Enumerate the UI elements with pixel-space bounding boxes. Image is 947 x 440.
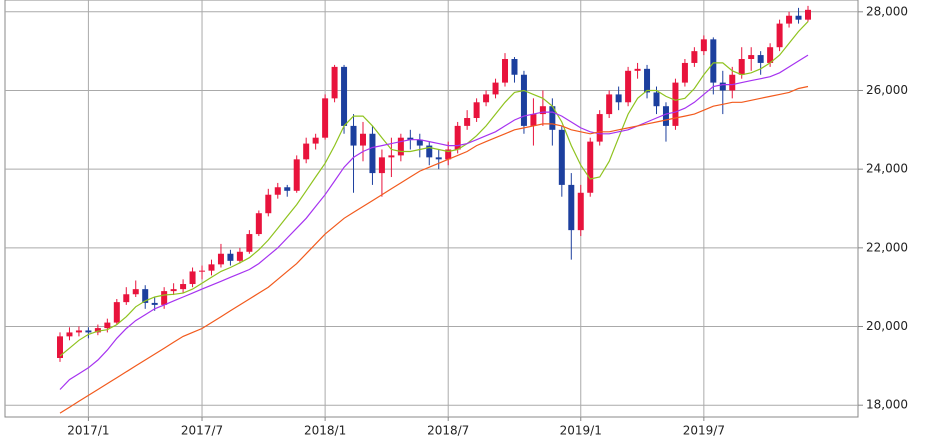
candle-body — [786, 15, 793, 24]
candle-body — [341, 66, 348, 126]
candle-body — [416, 139, 423, 146]
y-tick-label: 18,000 — [866, 398, 908, 412]
candle-body — [530, 114, 537, 126]
candle-body — [691, 51, 698, 63]
y-tick-label: 28,000 — [866, 4, 908, 18]
candle-body — [104, 322, 111, 329]
candle-body — [331, 66, 338, 99]
y-tick-label: 24,000 — [866, 162, 908, 176]
candle-body — [189, 271, 196, 285]
average-line — [59, 21, 809, 357]
candle-body — [142, 289, 149, 303]
x-tick-label: 2018/7 — [427, 424, 469, 438]
candle-body — [293, 159, 300, 191]
candle-body — [644, 68, 651, 93]
candle-body — [625, 70, 632, 103]
candle-body — [549, 106, 556, 130]
y-tick-label: 22,000 — [866, 240, 908, 254]
candle-body — [85, 330, 92, 333]
candle-body — [123, 294, 130, 303]
candle-body — [757, 55, 764, 63]
candle-body — [435, 157, 442, 160]
x-tick-label: 2017/7 — [181, 424, 223, 438]
candle-body — [303, 143, 310, 160]
candle-body — [94, 328, 101, 333]
candle-body — [255, 213, 262, 235]
candle-body — [700, 39, 707, 52]
candle-body — [767, 47, 774, 63]
candle-body — [795, 15, 802, 20]
candle-body — [662, 106, 669, 126]
candle-body — [681, 62, 688, 83]
average-line — [59, 54, 809, 390]
candle-body — [568, 184, 575, 231]
candle-body — [719, 82, 726, 91]
candle-body — [75, 330, 82, 333]
candle-body — [606, 94, 613, 115]
plot-frame — [4, 0, 859, 418]
candle-body — [322, 98, 329, 138]
candle-body — [369, 133, 376, 174]
candle-body — [388, 155, 395, 158]
candle-body — [57, 336, 63, 358]
candle-body — [312, 137, 319, 144]
x-tick-label: 2019/1 — [560, 424, 602, 438]
x-tick-label: 2017/1 — [67, 424, 109, 438]
candle-body — [483, 94, 490, 103]
candle-body — [199, 270, 206, 272]
candle-body — [170, 289, 177, 292]
candle-body — [246, 234, 253, 252]
candle-body — [502, 59, 509, 83]
candle-body — [653, 92, 660, 107]
x-tick-label: 2019/7 — [683, 424, 725, 438]
y-tick-label: 26,000 — [866, 83, 908, 97]
candle-body — [776, 23, 783, 48]
candle-body — [805, 9, 811, 20]
candle-body — [634, 68, 641, 71]
candle-body — [407, 137, 414, 140]
candle-body — [729, 74, 736, 91]
candle-body — [558, 129, 565, 185]
candle-body — [492, 82, 499, 95]
candle-body — [748, 55, 755, 60]
candle-body — [227, 253, 234, 261]
candle-body — [738, 59, 745, 75]
candle-body — [359, 133, 366, 146]
candle-body — [473, 102, 480, 119]
average-line — [59, 85, 809, 414]
candle-body — [577, 192, 584, 231]
candle-body — [596, 114, 603, 142]
candle-body — [274, 187, 281, 195]
y-tick-label: 20,000 — [866, 319, 908, 333]
candle-body — [672, 82, 679, 126]
candle-body — [350, 125, 357, 146]
candle-body — [236, 251, 243, 261]
candle-body — [151, 302, 158, 305]
candle-body — [464, 118, 471, 126]
candle-body — [520, 74, 527, 126]
candle-body — [378, 157, 385, 174]
candle-body — [445, 149, 452, 160]
candle-body — [284, 187, 291, 191]
candle-body — [66, 332, 73, 337]
candle-body — [710, 39, 717, 83]
candle-body — [161, 291, 168, 305]
candle-body — [265, 194, 272, 214]
x-tick-label: 2018/1 — [304, 424, 346, 438]
candle-body — [426, 145, 433, 158]
candle-body — [587, 141, 594, 193]
candle-body — [217, 253, 224, 265]
candle-body — [511, 59, 518, 75]
candle-body — [180, 284, 187, 290]
candle-body — [397, 137, 404, 156]
candle-body — [208, 264, 215, 271]
candle-body — [539, 106, 546, 115]
candle-body — [615, 94, 622, 103]
candle-body — [132, 289, 139, 295]
candle-body — [454, 125, 461, 150]
candle-body — [113, 302, 120, 323]
